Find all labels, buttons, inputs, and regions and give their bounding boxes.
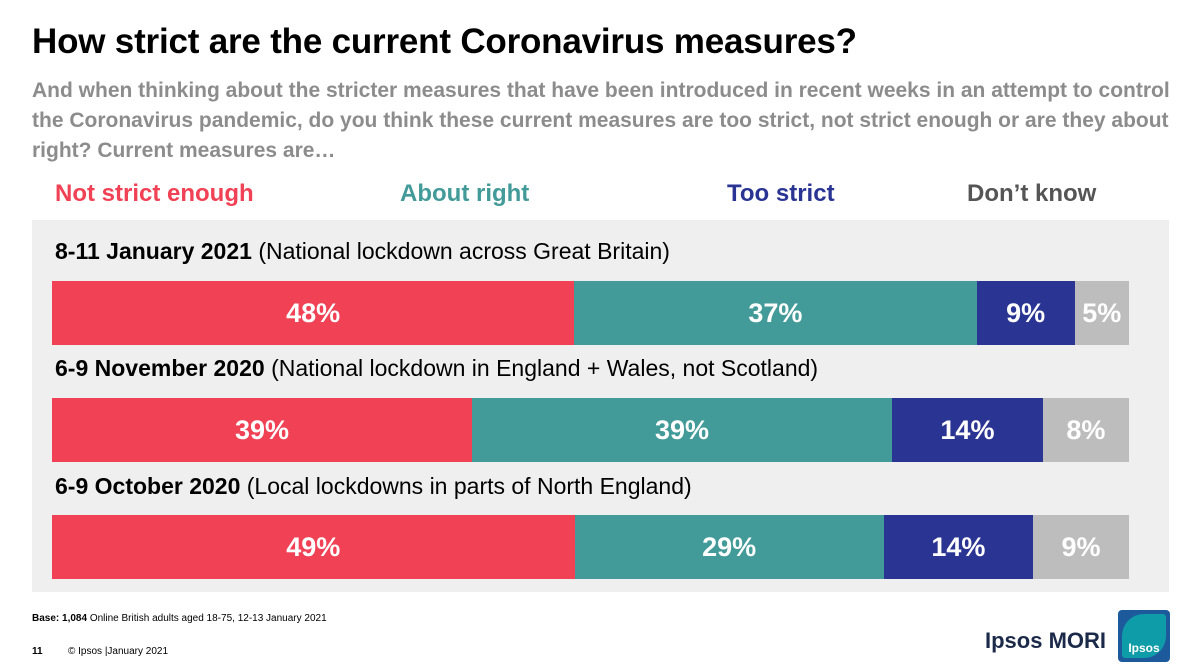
bar-segment-too-strict: 14%	[892, 398, 1043, 462]
page-title: How strict are the current Coronavirus m…	[32, 22, 857, 61]
stacked-bar: 39% 39% 14% 8%	[52, 398, 1129, 462]
data-label: 49%	[286, 531, 341, 562]
legend-not-strict-enough: Not strict enough	[55, 180, 254, 207]
data-label: 14%	[931, 531, 986, 562]
bar-segment-about-right: 39%	[472, 398, 893, 462]
ipsos-logo: Ipsos	[1118, 610, 1170, 662]
data-label: 29%	[702, 531, 757, 562]
data-label: 9%	[1006, 297, 1046, 328]
data-label: 8%	[1066, 414, 1106, 445]
brand-name: Ipsos MORI	[985, 628, 1107, 653]
stacked-bar: 49% 29% 14% 9%	[52, 515, 1129, 579]
bar-segment-about-right: 29%	[574, 515, 884, 579]
stacked-bar: 48% 37% 9% 5%	[52, 281, 1129, 345]
data-label: 48%	[286, 297, 341, 328]
data-label: 39%	[655, 414, 710, 445]
data-label: 37%	[748, 297, 803, 328]
legend-too-strict: Too strict	[727, 180, 835, 207]
bar-segment-too-strict: 14%	[883, 515, 1034, 579]
row-label-note: (National lockdown in England + Wales, n…	[271, 355, 819, 381]
row-label: 6-9 November 2020 (National lockdown in …	[55, 355, 818, 382]
base-note: Base: 1,084 Online British adults aged 1…	[32, 613, 327, 624]
base-note-bold: Base: 1,084	[32, 613, 88, 624]
copyright-text: © Ipsos |January 2021	[68, 646, 169, 657]
data-label: 14%	[940, 414, 995, 445]
legend-dont-know: Don’t know	[967, 180, 1097, 207]
page-number: 11	[32, 646, 43, 657]
question-text: And when thinking about the stricter mea…	[32, 79, 1170, 162]
bar-segment-not-strict-enough: 49%	[52, 515, 575, 579]
bar-segment-not-strict-enough: 48%	[52, 281, 575, 345]
row-label-date: 8-11 January 2021	[55, 238, 252, 264]
ipsos-logo-shape	[1122, 614, 1166, 658]
base-note-text: Online British adults aged 18-75, 12-13 …	[87, 613, 327, 624]
row-label-note: (National lockdown across Great Britain)	[258, 238, 670, 264]
row-label-date: 6-9 October 2020	[55, 473, 241, 499]
bar-segment-dont-know: 8%	[1042, 398, 1129, 462]
bar-segment-dont-know: 5%	[1074, 281, 1129, 345]
legend-about-right: About right	[400, 180, 530, 207]
bar-segment-not-strict-enough: 39%	[52, 398, 473, 462]
bar-segment-about-right: 37%	[574, 281, 977, 345]
row-label-note: (Local lockdowns in parts of North Engla…	[246, 473, 692, 499]
data-label: 39%	[234, 414, 290, 445]
data-label: 9%	[1061, 531, 1101, 562]
row-label-date: 6-9 November 2020	[55, 355, 265, 381]
data-label: 5%	[1082, 297, 1122, 328]
ipsos-logo-text: Ipsos	[1128, 641, 1160, 655]
row-label: 6-9 October 2020 (Local lockdowns in par…	[55, 473, 692, 500]
row-label: 8-11 January 2021 (National lockdown acr…	[55, 238, 670, 265]
bar-segment-dont-know: 9%	[1033, 515, 1129, 579]
bar-segment-too-strict: 9%	[976, 281, 1075, 345]
